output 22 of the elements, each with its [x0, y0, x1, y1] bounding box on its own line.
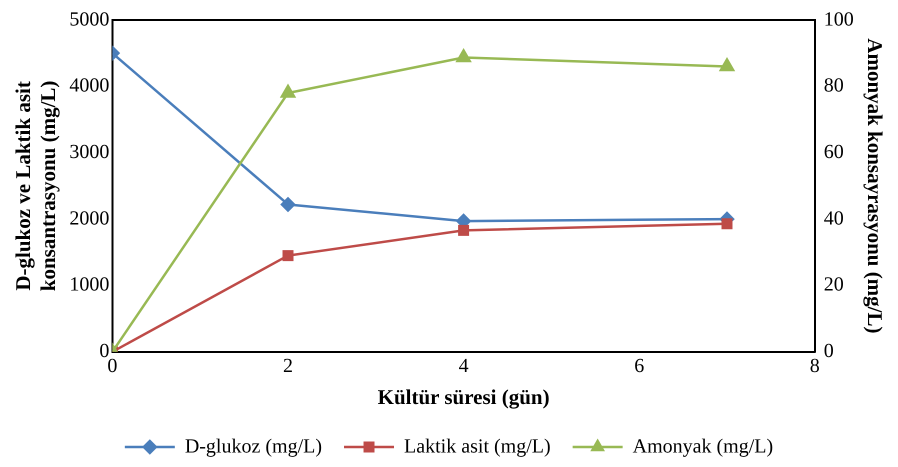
y-tick-label: 4000 — [69, 74, 110, 97]
y2-tick-label: 40 — [824, 207, 844, 230]
y-tick-label: 1000 — [69, 274, 110, 296]
x-tick-label: 4 — [458, 355, 469, 378]
y-axis-title: D-glukoz ve Laktik asit konsantrasyonu (mg/L) — [11, 80, 60, 292]
y-tick-label: 2000 — [69, 207, 110, 230]
y2-tick-label: 100 — [824, 8, 854, 30]
x-axis-title: Kültür süresi (gün) — [378, 384, 550, 409]
y-tick-label: 0 — [99, 340, 110, 362]
legend-label: Amonyak (mg/L) — [632, 435, 774, 458]
x-tick-label: 2 — [283, 355, 293, 378]
y2-tick-label: 60 — [824, 140, 844, 163]
y-tick-label: 5000 — [69, 8, 110, 30]
y2-tick-label: 0 — [824, 340, 834, 362]
legend-label: Laktik asit (mg/L) — [404, 435, 551, 458]
legend-label: D-glukoz (mg/L) — [184, 435, 322, 458]
x-tick-label: 8 — [810, 355, 820, 378]
x-tick-label: 6 — [634, 355, 644, 378]
y2-axis-title: Amonyak konsayrasyonu (mg/L) — [862, 38, 887, 334]
y2-tick-label: 80 — [824, 74, 844, 97]
y-tick-label: 3000 — [69, 140, 110, 163]
y2-tick-label: 20 — [824, 274, 844, 296]
